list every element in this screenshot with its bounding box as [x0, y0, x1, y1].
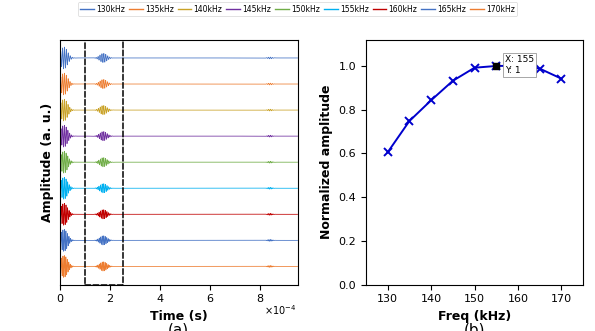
Text: (b): (b) [464, 323, 486, 331]
Bar [84, 40, 123, 285]
Text: (a): (a) [168, 323, 189, 331]
Text: X: 155
Y: 1: X: 155 Y: 1 [505, 55, 534, 74]
X-axis label: Freq (kHz): Freq (kHz) [438, 310, 511, 323]
Y-axis label: Normalized amplitude: Normalized amplitude [320, 85, 333, 239]
X-axis label: Time (s): Time (s) [149, 310, 208, 323]
Legend: 130kHz, 135kHz, 140kHz, 145kHz, 150kHz, 155kHz, 160kHz, 165kHz, 170kHz: 130kHz, 135kHz, 140kHz, 145kHz, 150kHz, … [78, 2, 517, 16]
Y-axis label: Amplitude (a. u.): Amplitude (a. u.) [41, 103, 54, 222]
Text: $\times10^{-4}$: $\times10^{-4}$ [264, 303, 296, 317]
